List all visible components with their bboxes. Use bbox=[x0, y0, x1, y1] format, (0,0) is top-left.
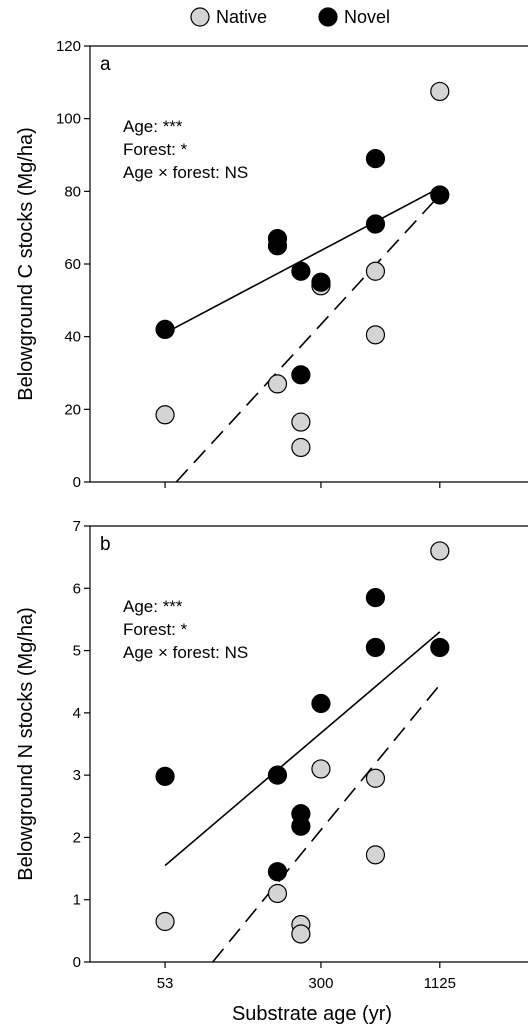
panel-a-point-native-7 bbox=[430, 81, 450, 102]
panel-b-fit-native bbox=[212, 684, 441, 963]
panel-b-y-tick-label-2: 2 bbox=[73, 829, 81, 846]
panel-b-annotation-age: Age: *** bbox=[123, 597, 183, 616]
panel-a-point-native-6 bbox=[365, 325, 386, 345]
panel-a-point-native-0 bbox=[155, 405, 175, 425]
panel-a-y-axis-title: Belowground C stocks (Mg/ha) bbox=[15, 127, 37, 400]
panel-a-point-native-2 bbox=[291, 412, 311, 432]
panel-b-point-novel-1 bbox=[267, 765, 288, 785]
panel-a-point-novel-4 bbox=[291, 365, 311, 385]
panel-b-y-tick-label-1: 1 bbox=[73, 892, 81, 909]
panel-b-point-novel-6 bbox=[365, 588, 386, 608]
panel-a-points bbox=[155, 81, 450, 458]
panel-b-annotation-forest: Forest: * bbox=[123, 620, 188, 639]
panel-b-label: b bbox=[100, 534, 111, 555]
panel-a-annotation-interaction: Age × forest: NS bbox=[123, 163, 248, 182]
legend: Native Novel bbox=[190, 7, 390, 27]
panel-b-y-axis-title: Belowground N stocks (Mg/ha) bbox=[15, 607, 37, 880]
panel-a-y-tick-label-1: 20 bbox=[64, 401, 81, 418]
panel-b-y-tick-label-5: 5 bbox=[73, 643, 81, 660]
panel-b-point-native-7 bbox=[430, 541, 450, 561]
panel-b-point-novel-7 bbox=[365, 637, 386, 658]
panel-b-point-novel-5 bbox=[311, 693, 331, 714]
panel-a-point-novel-5 bbox=[311, 272, 331, 292]
panel-b-point-native-1 bbox=[267, 883, 288, 904]
panel-b-fit-novel bbox=[164, 631, 441, 867]
panel-a-x-ticks bbox=[164, 482, 441, 488]
panel-a-y-tick-label-6: 120 bbox=[56, 38, 81, 55]
panel-b-point-novel-2 bbox=[267, 862, 288, 882]
panel-b-point-novel-0 bbox=[155, 766, 175, 786]
panel-a-point-native-1 bbox=[267, 374, 288, 394]
legend-marker-novel bbox=[318, 7, 338, 27]
panel-a-point-novel-3 bbox=[291, 261, 311, 281]
panel-a-y-tick-label-0: 0 bbox=[73, 474, 81, 491]
panel-a-label: a bbox=[100, 54, 111, 75]
panel-b-point-novel-4 bbox=[291, 816, 311, 836]
panel-b-y-ticks: 0 1 2 3 4 5 6 7 bbox=[73, 518, 90, 971]
panel-a-y-tick-label-2: 40 bbox=[64, 329, 81, 346]
panel-a-point-novel-6 bbox=[365, 149, 386, 169]
panel-a-y-tick-label-5: 100 bbox=[56, 111, 81, 128]
panel-b-point-native-6 bbox=[365, 845, 386, 865]
panel-a-y-ticks: 0 20 40 60 80 100 120 bbox=[56, 38, 90, 491]
panel-a-point-novel-0 bbox=[155, 319, 175, 339]
panel-a-point-native-5 bbox=[365, 261, 386, 281]
panel-b-point-novel-8 bbox=[430, 637, 450, 658]
panel-a-point-native-3 bbox=[291, 437, 311, 458]
panel-a-annotation-age: Age: *** bbox=[123, 117, 183, 136]
panel-b-point-native-4 bbox=[311, 759, 331, 779]
legend-label-novel: Novel bbox=[344, 7, 390, 27]
legend-marker-native bbox=[190, 7, 210, 27]
panel-a-y-tick-label-4: 80 bbox=[64, 183, 81, 200]
panel-a-fit-lines bbox=[164, 186, 441, 483]
panel-a-fit-native bbox=[175, 194, 441, 483]
panel-b-y-tick-label-6: 6 bbox=[73, 580, 81, 597]
panel-a-point-novel-2 bbox=[267, 236, 288, 256]
panel-b-point-native-5 bbox=[365, 768, 386, 788]
panel-b-y-tick-label-7: 7 bbox=[73, 518, 81, 535]
x-tick-label-2: 1125 bbox=[424, 975, 456, 992]
panel-a-annotation-forest: Forest: * bbox=[123, 140, 188, 159]
panel-b-fit-lines bbox=[164, 631, 441, 963]
panel-b-y-tick-label-0: 0 bbox=[73, 954, 81, 971]
panel-a: 0 20 40 60 80 100 120 a Age: *** Forest: * Age… bbox=[15, 38, 528, 491]
panel-b-points bbox=[155, 541, 450, 944]
panel-b-y-tick-label-3: 3 bbox=[73, 767, 81, 784]
panel-a-y-tick-label-3: 60 bbox=[64, 256, 81, 273]
panel-b-annotation-interaction: Age × forest: NS bbox=[123, 643, 248, 662]
panel-a-point-novel-8 bbox=[430, 185, 450, 205]
panel-a-point-novel-7 bbox=[365, 214, 386, 234]
panel-b-point-native-0 bbox=[155, 911, 175, 932]
panel-b-point-native-3 bbox=[291, 924, 311, 944]
panel-b-x-ticks: 53 300 1125 bbox=[157, 962, 456, 992]
x-tick-label-1: 300 bbox=[308, 975, 333, 992]
legend-label-native: Native bbox=[216, 7, 267, 27]
x-axis-title: Substrate age (yr) bbox=[232, 1003, 392, 1025]
x-tick-label-0: 53 bbox=[157, 975, 174, 992]
panel-a-fit-novel bbox=[164, 186, 441, 334]
panel-b-y-tick-label-4: 4 bbox=[73, 705, 81, 722]
